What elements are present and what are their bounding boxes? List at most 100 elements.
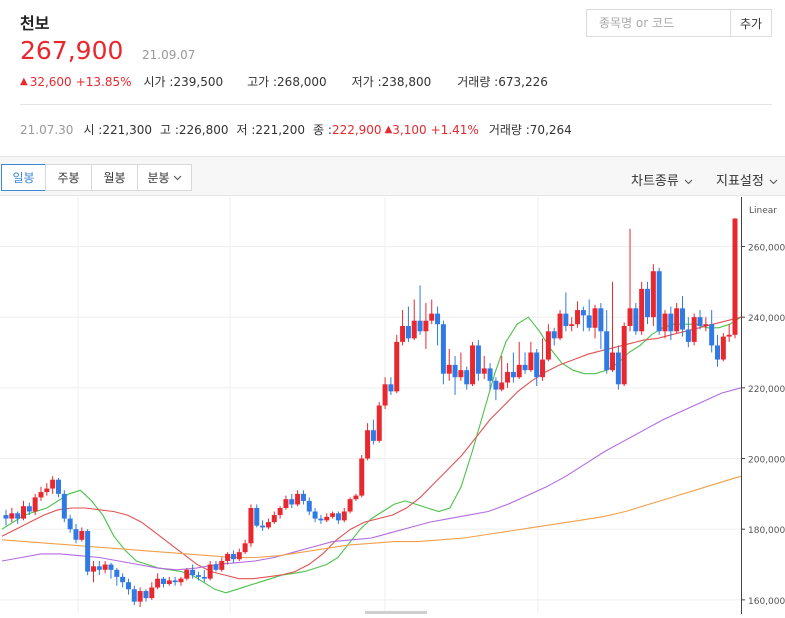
candle-body [365,430,371,459]
candle-body [318,518,324,521]
candle-body [260,525,266,528]
hover-low-label: 저 : [236,123,256,137]
hover-volume-label: 거래량 : [488,123,530,137]
candle-body [540,359,546,378]
candle-body [213,564,219,570]
hover-high-value: 226,800 [178,122,229,137]
candle-body [394,341,400,392]
hover-low-value: 221,200 [255,122,306,137]
candle-body [283,499,289,508]
candle-body [44,488,50,493]
chevron-down-icon [684,179,693,184]
candle-body [586,315,592,328]
open-label: 시가 : [143,75,174,89]
candle-body [20,506,26,519]
candle-body [388,384,394,392]
candle-body [674,308,680,332]
candle-body [598,308,604,332]
candle-body [411,320,417,339]
candle-body [417,320,423,332]
up-arrow-icon: ▲ [20,76,28,87]
candle-body [510,371,516,378]
tab-weekly[interactable]: 주봉 [45,164,92,191]
candle-body [359,458,365,496]
price-summary: ▲ 32,600 +13.85% 시가 : 239,500 고가 : 268,0… [20,73,548,90]
volume-label: 거래량 : [457,75,499,89]
y-tick-label: 260,000 [748,243,785,253]
search-input[interactable] [587,10,730,36]
candle-body [615,352,621,385]
candle-body [90,566,96,572]
divider [20,104,772,105]
tab-minute[interactable]: 분봉 [137,164,192,191]
candle-body [190,569,196,576]
candle-body [9,513,15,519]
hover-change-percent: +1.41% [430,122,479,137]
indicator-menu[interactable]: 지표설정 [716,170,778,189]
candle-body [265,522,271,528]
candle-body [125,582,131,590]
candle-body [347,499,353,512]
tab-monthly[interactable]: 월봉 [91,164,138,191]
candle-body [312,511,318,519]
ma-line-ma120 [1,475,742,559]
hover-close-label: 종 : [313,123,332,137]
y-tick-label: 180,000 [748,526,785,536]
hover-open-value: 221,300 [102,122,152,137]
candle-body [108,564,114,570]
candle-body [429,313,435,321]
candle-body [230,553,236,560]
candle-body [720,336,726,360]
hover-close-value: 222,900 [331,122,382,137]
candle-body [300,493,306,501]
candlestick-chart[interactable]: Linear 260,000 240,000 220,000 200,000 180,00… [0,197,785,614]
candle-body [85,530,91,572]
candle-body [38,492,44,498]
candle-body [137,591,143,602]
candle-body [668,313,674,332]
search-box[interactable] [586,9,731,37]
candle-body [376,405,382,441]
candle-body [470,345,476,385]
stock-name: 천보 [20,14,50,33]
candle-body [248,507,254,544]
candle-body [50,479,56,489]
hover-date: 21.07.30 [20,122,74,137]
low-label: 저가 : [351,75,382,89]
candle-body [155,578,161,588]
candle-body [423,320,429,332]
candle-body [621,325,627,385]
chart-type-menu[interactable]: 차트종류 [631,170,693,189]
candle-body [633,308,639,332]
candle-body [370,430,376,441]
add-button[interactable]: 추가 [730,9,772,37]
candle-body [563,313,569,326]
price-chart[interactable]: Linear 260,000 240,000 220,000 200,000 180,00… [0,197,785,614]
candle-body [715,345,721,360]
candle-body [435,313,441,325]
high-value: 268,000 [277,74,327,89]
candle-body [143,591,149,599]
ma-line-ma60 [1,387,742,571]
ma-line-ma20 [1,316,742,580]
current-price: 267,900 [20,36,124,65]
volume-value: 673,226 [498,74,548,89]
candle-body [697,317,703,326]
candle-body [534,352,540,378]
candle-body [691,317,697,342]
candle-body [61,493,67,519]
candle-body [120,576,126,583]
candle-body [324,516,330,521]
candle-body [481,368,487,374]
high-label: 고가 : [247,75,278,89]
candle-body [440,324,446,374]
candle-body [569,324,575,326]
candle-body [277,507,283,516]
tab-daily[interactable]: 일봉 [1,164,46,191]
price-date: 21.09.07 [142,48,196,62]
candle-body [242,543,248,553]
chevron-down-icon [173,175,181,180]
candle-body [709,324,715,346]
candle-body [680,308,686,330]
hover-high-label: 고 : [159,123,179,137]
